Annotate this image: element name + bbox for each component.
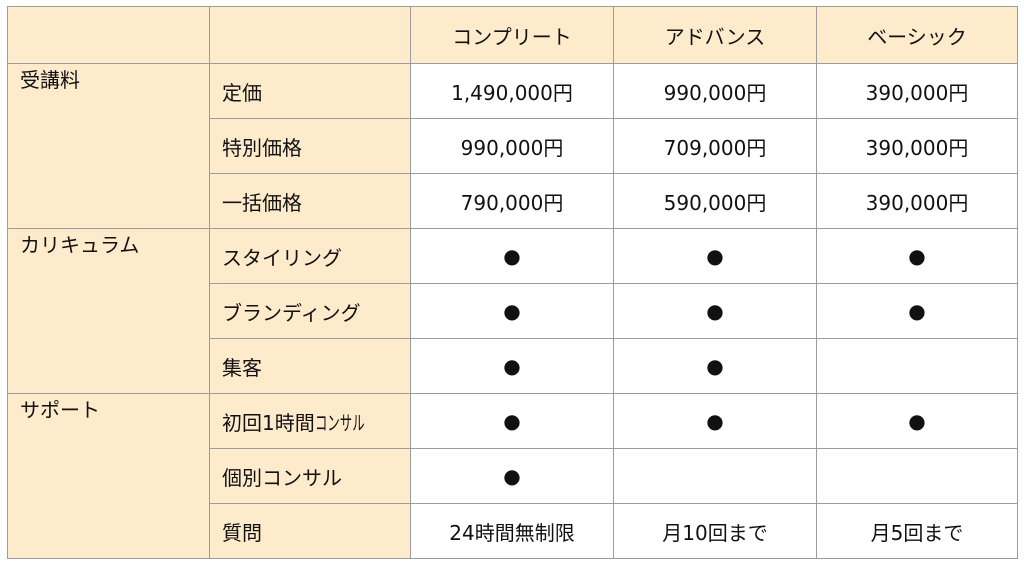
table-row: 個別コンサル ● [8,448,1018,504]
price-cell: 709,000円 [613,118,817,174]
row-label: 一括価格 [209,173,411,229]
question-limit-cell: 月10回まで [613,503,817,559]
plan-header-row: コンプリート アドバンス ベーシック [7,6,1018,64]
row-label: ブランディング [209,283,411,339]
table-row: ブランディング ● ● ● [8,283,1018,339]
price-cell: 390,000円 [816,118,1018,174]
row-label: 初回1時間コンサル [209,393,411,449]
included-dot: ● [613,338,817,394]
category-curriculum: カリキュラム [7,228,210,394]
included-dot: ● [410,448,614,504]
price-cell: 790,000円 [410,173,614,229]
row-label: 集客 [209,338,411,394]
corner-cell-1 [7,6,210,64]
table-row: 受講料 定価 1,490,000円 990,000円 390,000円 [7,63,1018,229]
plan-complete: コンプリート [410,6,614,64]
plan-basic: ベーシック [816,6,1018,64]
row-label: スタイリング [209,228,411,284]
row-label: 定価 [209,63,411,119]
included-dot: ● [613,228,817,284]
table-row: カリキュラム スタイリング ● ● ● [7,228,1018,394]
table-row: サポート 初回1時間コンサル ● ● ● [7,393,1018,559]
included-dot: ● [816,283,1018,339]
row-label: 個別コンサル [209,448,411,504]
empty-cell [613,448,817,504]
table-row: 特別価格 990,000円 709,000円 390,000円 [8,118,1018,174]
price-cell: 590,000円 [613,173,817,229]
row-label-main: 初回1時間 [222,410,315,435]
corner-cell-2 [209,6,411,64]
question-limit-cell: 月5回まで [816,503,1018,559]
row-label: 特別価格 [209,118,411,174]
empty-cell [816,338,1018,394]
table-row: 集客 ● ● [8,338,1018,394]
included-dot: ● [613,393,817,449]
price-cell: 990,000円 [410,118,614,174]
question-limit-cell: 24時間無制限 [410,503,614,559]
plan-advance: アドバンス [613,6,817,64]
table-row: 質問 24時間無制限 月10回まで 月5回まで [8,503,1018,559]
pricing-table: コンプリート アドバンス ベーシック 受講料 定価 1,490,000円 990… [7,6,1018,559]
category-support: サポート [7,393,210,559]
empty-cell [816,448,1018,504]
included-dot: ● [410,283,614,339]
included-dot: ● [613,283,817,339]
category-tuition: 受講料 [7,63,210,229]
included-dot: ● [816,228,1018,284]
price-cell: 1,490,000円 [410,63,614,119]
included-dot: ● [410,338,614,394]
row-label: 質問 [209,503,411,559]
row-label-small: コンサル [314,410,365,435]
table-row: 一括価格 790,000円 590,000円 390,000円 [8,173,1018,229]
included-dot: ● [816,393,1018,449]
price-cell: 390,000円 [816,173,1018,229]
price-cell: 990,000円 [613,63,817,119]
included-dot: ● [410,393,614,449]
included-dot: ● [410,228,614,284]
price-cell: 390,000円 [816,63,1018,119]
